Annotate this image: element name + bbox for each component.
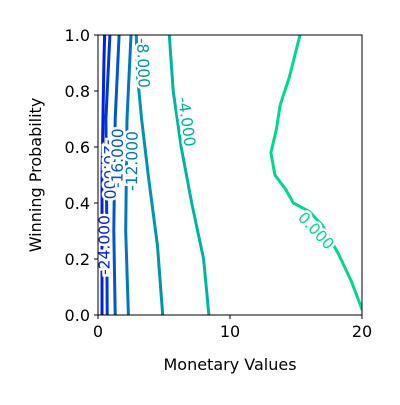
contour-line bbox=[112, 35, 121, 315]
contour-level-label: -20.000 bbox=[100, 139, 119, 199]
y-axis-title: Winning Probability bbox=[26, 98, 45, 253]
y-tick-label: 0.2 bbox=[65, 250, 90, 269]
x-axis-title: Monetary Values bbox=[163, 355, 296, 374]
contour-level-label: -12.000 bbox=[123, 131, 142, 191]
contour-line bbox=[124, 35, 133, 315]
y-tick-label: 1.0 bbox=[65, 26, 90, 45]
contour-level-label: -16.000 bbox=[108, 128, 127, 188]
contour-lines bbox=[100, 35, 362, 315]
contour-labels: -24.000 -20.000-16.000-12.000 -8.000 -4.000… bbox=[96, 35, 340, 277]
y-axis-ticks: 0.0 0.2 0.4 0.6 0.8 1.0 bbox=[65, 26, 98, 325]
y-tick-label: 0.8 bbox=[65, 82, 90, 101]
contour-level-label: -4.000 bbox=[174, 96, 199, 148]
x-tick-label: 20 bbox=[352, 322, 372, 341]
y-tick-label: 0.4 bbox=[65, 194, 90, 213]
contour-level-label: -24.000 bbox=[96, 215, 114, 275]
contour-line bbox=[104, 35, 112, 315]
contour-line bbox=[134, 35, 165, 315]
y-tick-label: 0.6 bbox=[65, 138, 90, 157]
contour-level-label: -8.000 bbox=[133, 38, 153, 89]
x-axis-ticks: 0 10 20 bbox=[93, 315, 372, 341]
contour-line bbox=[269, 35, 362, 311]
x-tick-label: 10 bbox=[220, 322, 240, 341]
y-tick-label: 0.0 bbox=[65, 306, 90, 325]
contour-line bbox=[167, 35, 211, 315]
x-tick-label: 0 bbox=[93, 322, 103, 341]
contour-level-label: 0.000 bbox=[294, 209, 338, 254]
contour-line bbox=[100, 35, 107, 315]
